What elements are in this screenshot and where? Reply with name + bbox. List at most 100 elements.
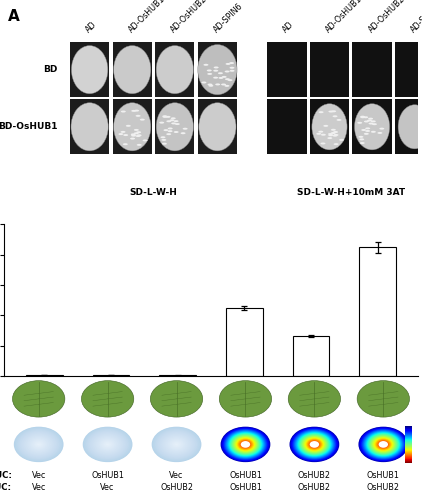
Bar: [226, 308, 263, 376]
Ellipse shape: [293, 430, 335, 460]
Bar: [310, 42, 349, 97]
Ellipse shape: [208, 84, 213, 86]
Ellipse shape: [13, 380, 65, 417]
Ellipse shape: [367, 432, 400, 456]
Ellipse shape: [83, 426, 133, 462]
Ellipse shape: [374, 438, 392, 451]
Ellipse shape: [171, 122, 176, 124]
Ellipse shape: [119, 133, 123, 135]
Ellipse shape: [99, 438, 116, 450]
Ellipse shape: [166, 120, 171, 122]
Ellipse shape: [295, 430, 334, 458]
Ellipse shape: [297, 432, 332, 457]
Ellipse shape: [233, 436, 258, 454]
Ellipse shape: [170, 440, 183, 449]
Ellipse shape: [123, 143, 128, 145]
Ellipse shape: [35, 442, 42, 446]
Ellipse shape: [310, 441, 319, 448]
Ellipse shape: [239, 440, 252, 449]
Ellipse shape: [236, 438, 255, 451]
Ellipse shape: [331, 129, 336, 131]
Ellipse shape: [231, 434, 260, 454]
Ellipse shape: [360, 428, 407, 462]
Ellipse shape: [168, 438, 184, 450]
Ellipse shape: [92, 433, 124, 456]
Text: BD-OsHUB1: BD-OsHUB1: [0, 122, 58, 132]
Bar: [293, 336, 330, 376]
Ellipse shape: [14, 427, 63, 462]
Ellipse shape: [241, 442, 250, 448]
Text: AD: AD: [281, 20, 296, 34]
Ellipse shape: [241, 441, 250, 448]
Ellipse shape: [328, 134, 333, 136]
Ellipse shape: [382, 444, 384, 446]
Ellipse shape: [162, 116, 168, 118]
Ellipse shape: [170, 440, 184, 450]
Text: Vec: Vec: [32, 482, 46, 492]
Ellipse shape: [162, 142, 167, 144]
Ellipse shape: [35, 442, 43, 447]
Ellipse shape: [225, 430, 266, 459]
Ellipse shape: [225, 78, 230, 80]
Ellipse shape: [155, 430, 197, 460]
Ellipse shape: [383, 444, 384, 445]
Ellipse shape: [328, 133, 333, 135]
Ellipse shape: [369, 434, 398, 454]
Ellipse shape: [34, 441, 43, 448]
Ellipse shape: [21, 432, 56, 457]
Ellipse shape: [372, 123, 377, 125]
Ellipse shape: [375, 438, 391, 450]
Ellipse shape: [292, 429, 336, 460]
Ellipse shape: [365, 128, 370, 130]
Ellipse shape: [218, 72, 223, 74]
Ellipse shape: [162, 434, 191, 454]
Ellipse shape: [368, 122, 373, 124]
Ellipse shape: [37, 443, 41, 446]
Ellipse shape: [238, 440, 252, 450]
Ellipse shape: [93, 434, 122, 455]
Ellipse shape: [368, 434, 399, 456]
Ellipse shape: [229, 433, 262, 456]
Ellipse shape: [289, 426, 339, 462]
Bar: [310, 100, 349, 154]
Ellipse shape: [243, 442, 248, 446]
Ellipse shape: [360, 116, 365, 117]
Ellipse shape: [173, 442, 180, 446]
Ellipse shape: [93, 434, 122, 454]
Ellipse shape: [215, 84, 220, 86]
Text: OsHUB2: OsHUB2: [298, 482, 331, 492]
Ellipse shape: [300, 434, 329, 455]
Ellipse shape: [398, 104, 422, 149]
Ellipse shape: [309, 441, 319, 448]
Ellipse shape: [371, 131, 376, 133]
Ellipse shape: [103, 442, 112, 448]
Ellipse shape: [22, 433, 55, 456]
Text: Vec: Vec: [32, 471, 46, 480]
Ellipse shape: [106, 444, 109, 446]
Ellipse shape: [24, 434, 54, 455]
Ellipse shape: [131, 134, 136, 136]
Ellipse shape: [94, 434, 121, 454]
Ellipse shape: [134, 110, 139, 112]
Ellipse shape: [368, 434, 398, 455]
Ellipse shape: [376, 440, 390, 450]
Ellipse shape: [238, 438, 254, 450]
Ellipse shape: [213, 76, 218, 78]
Ellipse shape: [303, 436, 326, 453]
Ellipse shape: [156, 430, 197, 459]
Ellipse shape: [331, 132, 336, 134]
Ellipse shape: [174, 442, 179, 446]
Ellipse shape: [296, 431, 333, 458]
Ellipse shape: [92, 434, 123, 456]
Text: AD-OsHUB1: AD-OsHUB1: [324, 0, 364, 34]
Ellipse shape: [370, 435, 396, 454]
Ellipse shape: [26, 435, 52, 454]
Ellipse shape: [102, 440, 113, 448]
Ellipse shape: [134, 132, 139, 134]
Ellipse shape: [222, 428, 268, 461]
Ellipse shape: [90, 432, 125, 457]
Ellipse shape: [163, 435, 189, 454]
Ellipse shape: [357, 380, 409, 417]
Ellipse shape: [84, 427, 132, 462]
Ellipse shape: [137, 144, 142, 146]
